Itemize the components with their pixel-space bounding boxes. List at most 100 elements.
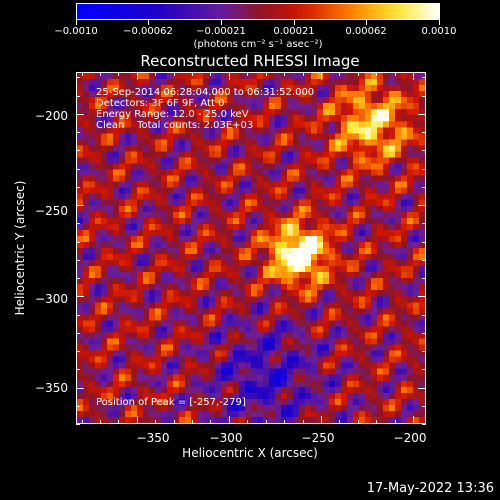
y-tick (76, 223, 80, 225)
x-tick (247, 72, 249, 76)
colorbar-unit: (photons cm⁻² s⁻¹ asec⁻²) (193, 39, 323, 50)
y-tick (76, 351, 80, 353)
y-tick-label: −350 (35, 381, 68, 395)
x-tick (321, 72, 322, 80)
y-tick (76, 95, 80, 97)
y-tick (422, 77, 426, 79)
x-tick (413, 72, 415, 80)
x-tick (118, 420, 120, 424)
x-tick (339, 420, 341, 424)
colorbar-label: 0.0010 (421, 26, 457, 37)
y-tick (422, 259, 426, 261)
y-tick (76, 278, 80, 280)
y-tick (76, 259, 80, 261)
y-tick (422, 369, 426, 371)
colorbar-label: −0.00021 (196, 26, 246, 37)
y-tick (422, 424, 426, 425)
y-tick (76, 405, 80, 407)
y-tick (76, 424, 80, 425)
x-tick (413, 416, 415, 424)
y-tick (422, 405, 426, 407)
x-tick (136, 416, 138, 424)
y-tick (76, 113, 84, 115)
y-tick (422, 332, 426, 334)
y-tick (76, 186, 80, 188)
y-tick (76, 150, 80, 152)
x-tick (247, 420, 249, 424)
y-tick (76, 132, 80, 134)
y-tick (422, 223, 426, 225)
colorbar-tick (294, 19, 295, 25)
x-tick (357, 72, 359, 76)
y-tick (76, 77, 80, 79)
x-tick (173, 72, 175, 76)
x-tick-label: −350 (136, 431, 170, 445)
x-tick (192, 420, 194, 424)
x-tick (81, 72, 83, 76)
timestamp: 17-May-2022 13:36 (366, 481, 494, 496)
x-tick (284, 72, 286, 76)
peak-position: Position of Peak = [-257,-279] (96, 397, 246, 408)
y-tick (76, 241, 80, 243)
colorbar-label: 0.00021 (273, 26, 315, 37)
x-tick (265, 72, 267, 76)
y-tick (418, 387, 426, 389)
x-tick (302, 420, 304, 424)
y-tick (422, 314, 426, 316)
info-time-range: 25-Sep-2014 06:28:04.000 to 06:31:52.000 (96, 87, 315, 98)
y-tick (422, 168, 426, 170)
y-tick (422, 95, 426, 97)
x-tick (394, 420, 396, 424)
y-tick (76, 168, 80, 170)
x-tick-label: −300 (209, 431, 243, 445)
x-tick (284, 420, 286, 424)
x-tick (265, 420, 267, 424)
x-tick (376, 420, 378, 424)
y-tick (422, 132, 426, 134)
plot-title: Reconstructed RHESSI Image (140, 52, 360, 70)
y-tick (76, 369, 80, 371)
y-tick (422, 150, 426, 152)
info-detectors: Detectors: 3F 6F 9F, Att 0 (96, 98, 225, 109)
y-tick (422, 278, 426, 280)
colorbar-tick (221, 19, 222, 25)
y-tick (418, 296, 426, 298)
x-tick (394, 72, 396, 76)
y-tick (76, 205, 84, 207)
x-tick (357, 420, 359, 424)
x-tick (99, 420, 101, 424)
y-tick (76, 296, 84, 298)
y-tick (76, 332, 80, 334)
y-tick (76, 387, 84, 389)
image-plot[interactable]: 25-Sep-2014 06:28:04.000 to 06:31:52.000… (76, 72, 426, 424)
y-tick (422, 186, 426, 188)
x-axis-label: Heliocentric X (arcsec) (182, 446, 318, 460)
y-tick (422, 351, 426, 353)
info-energy-range: Energy Range: 12.0 - 25.0 keV (96, 109, 249, 120)
x-tick (228, 416, 230, 424)
y-axis-label: Heliocentric Y (arcsec) (13, 180, 27, 316)
x-tick (376, 72, 378, 76)
y-tick (418, 205, 426, 207)
y-tick (418, 113, 426, 115)
y-tick-label: −300 (35, 292, 68, 306)
x-tick (210, 72, 212, 76)
x-tick (136, 72, 138, 80)
info-counts: Clean Total counts: 2.03E+03 (96, 120, 254, 131)
colorbar-label: −0.00062 (123, 26, 173, 37)
x-tick (99, 72, 101, 76)
x-tick (192, 72, 194, 76)
x-tick-label: −200 (393, 431, 427, 445)
x-tick (155, 420, 157, 424)
y-tick (422, 241, 426, 243)
x-tick (155, 72, 157, 76)
x-tick (339, 72, 341, 76)
x-tick (118, 72, 120, 76)
rhessi-image[interactable] (77, 73, 425, 423)
colorbar-label: −0.0010 (54, 26, 98, 37)
colorbar-tick (439, 19, 440, 25)
x-tick-label: −250 (301, 431, 335, 445)
y-tick (76, 314, 80, 316)
x-tick (302, 72, 304, 76)
x-tick (321, 416, 322, 424)
